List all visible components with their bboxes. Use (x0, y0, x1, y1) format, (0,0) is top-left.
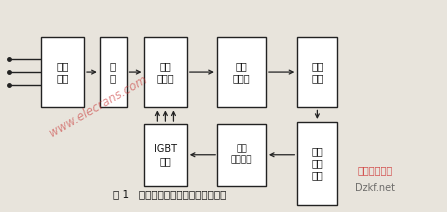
Text: 石油
温度
探测: 石油 温度 探测 (312, 146, 323, 181)
Text: 滤
波: 滤 波 (110, 61, 116, 83)
Text: 加热
负载: 加热 负载 (311, 61, 324, 83)
Bar (217, 37, 266, 107)
Bar (297, 37, 337, 107)
Bar (217, 124, 266, 186)
Text: 全桥
逆变器: 全桥 逆变器 (156, 61, 174, 83)
Bar (297, 122, 337, 205)
Text: IGBT
驱动: IGBT 驱动 (154, 144, 177, 166)
Text: 图 1   中频感应加热电源电路结构框图: 图 1 中频感应加热电源电路结构框图 (113, 189, 227, 199)
Text: 隔离
变压器: 隔离 变压器 (232, 61, 250, 83)
Text: Dzkf.net: Dzkf.net (355, 183, 396, 193)
Bar (42, 37, 84, 107)
Bar (144, 37, 187, 107)
Bar (100, 37, 127, 107)
Bar (144, 124, 187, 186)
Text: 三相
整流: 三相 整流 (56, 61, 69, 83)
Text: 电子开发社区: 电子开发社区 (358, 166, 393, 176)
Text: 控制
保护电路: 控制 保护电路 (231, 145, 252, 165)
Text: www.elecrans.com: www.elecrans.com (47, 73, 150, 139)
